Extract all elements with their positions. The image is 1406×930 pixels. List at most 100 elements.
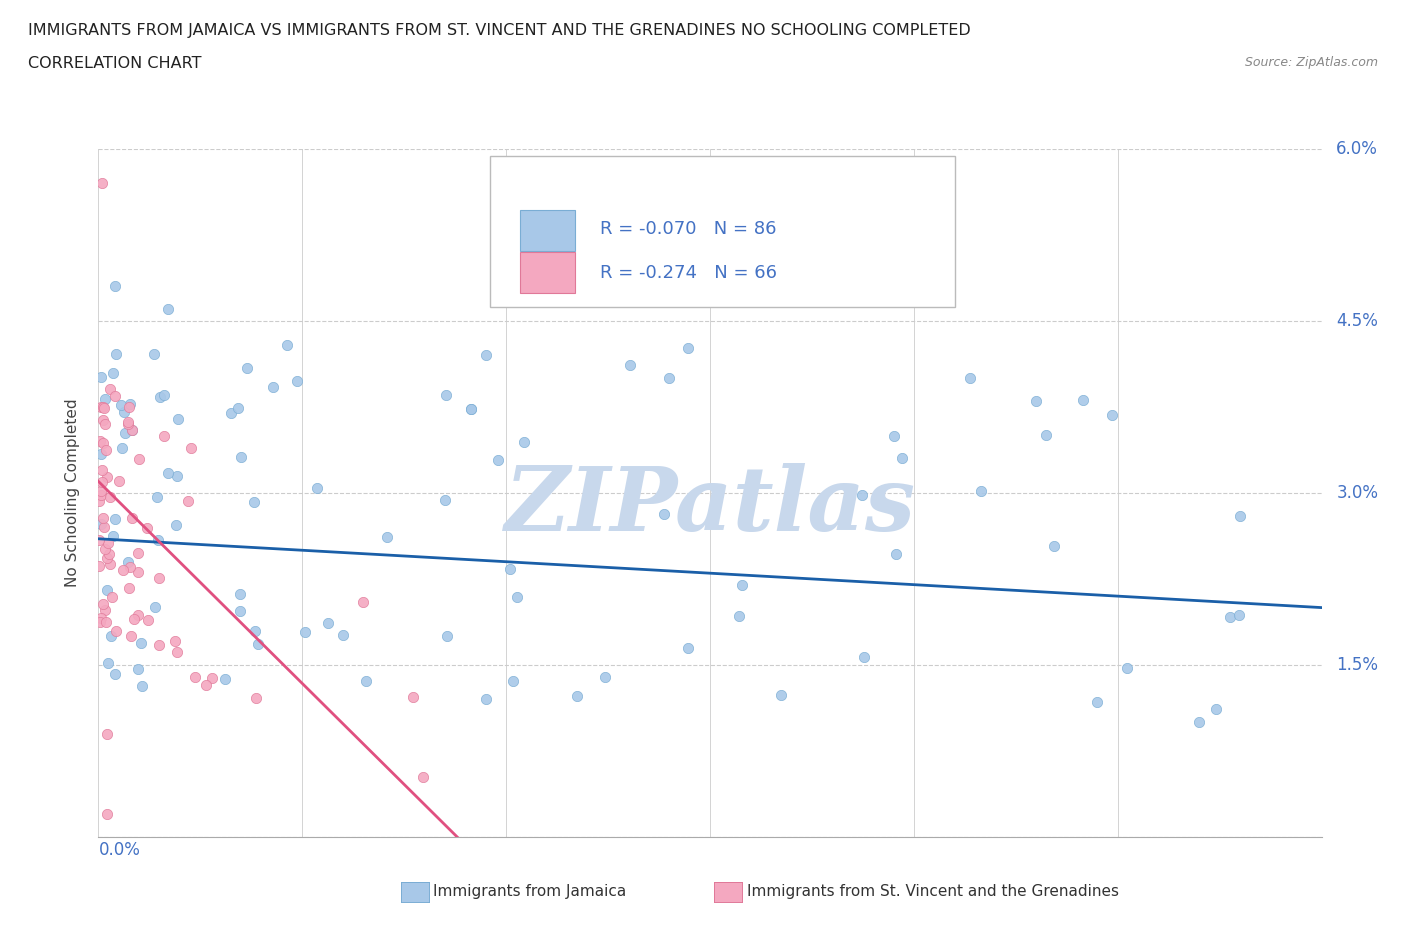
- Point: [96, 615, 118, 630]
- Point: [1025, 393, 1047, 408]
- Point: [148, 570, 170, 585]
- Point: [727, 609, 749, 624]
- Point: [108, 473, 131, 488]
- Point: [658, 371, 681, 386]
- Point: [117, 417, 139, 432]
- Point: [94, 392, 117, 406]
- Point: [105, 623, 128, 638]
- Point: [118, 399, 141, 414]
- Point: [316, 616, 339, 631]
- Text: 1.5%: 1.5%: [1336, 656, 1378, 674]
- Point: [104, 347, 127, 362]
- Point: [486, 453, 509, 468]
- Point: [180, 441, 202, 456]
- Point: [91, 462, 114, 477]
- Point: [565, 688, 588, 703]
- Point: [94, 417, 117, 432]
- Point: [502, 674, 524, 689]
- Point: [149, 390, 172, 405]
- Point: [91, 412, 114, 427]
- Point: [104, 512, 127, 526]
- Point: [246, 637, 269, 652]
- Text: IMMIGRANTS FROM JAMAICA VS IMMIGRANTS FROM ST. VINCENT AND THE GRENADINES NO SCH: IMMIGRANTS FROM JAMAICA VS IMMIGRANTS FR…: [28, 23, 972, 38]
- Point: [89, 532, 111, 547]
- FancyBboxPatch shape: [489, 155, 955, 307]
- Point: [619, 358, 641, 373]
- Point: [90, 517, 112, 532]
- Point: [884, 547, 907, 562]
- Point: [120, 396, 142, 411]
- Point: [853, 650, 876, 665]
- Point: [352, 594, 374, 609]
- Point: [121, 422, 143, 437]
- Point: [98, 489, 121, 504]
- Point: [243, 624, 266, 639]
- Point: [90, 474, 112, 489]
- Point: [194, 678, 217, 693]
- Point: [332, 628, 354, 643]
- Point: [1229, 509, 1251, 524]
- Point: [127, 565, 149, 579]
- Point: [433, 493, 456, 508]
- Point: [412, 770, 434, 785]
- Point: [127, 607, 149, 622]
- Text: 4.5%: 4.5%: [1336, 312, 1378, 330]
- Point: [165, 633, 187, 648]
- Point: [101, 365, 124, 380]
- Text: 6.0%: 6.0%: [1336, 140, 1378, 158]
- Point: [91, 511, 114, 525]
- Point: [153, 429, 176, 444]
- Point: [243, 495, 266, 510]
- Point: [114, 426, 136, 441]
- Point: [177, 494, 200, 509]
- Point: [166, 644, 188, 659]
- Point: [1101, 408, 1123, 423]
- Text: Immigrants from Jamaica: Immigrants from Jamaica: [433, 884, 626, 899]
- Point: [474, 692, 498, 707]
- Point: [96, 470, 118, 485]
- Point: [460, 402, 482, 417]
- Point: [513, 434, 536, 449]
- Point: [104, 667, 127, 682]
- Point: [90, 610, 112, 625]
- Point: [128, 452, 150, 467]
- Point: [118, 580, 141, 595]
- Point: [460, 402, 482, 417]
- Point: [1043, 538, 1066, 553]
- Point: [769, 687, 792, 702]
- Point: [135, 521, 157, 536]
- Point: [229, 449, 252, 464]
- Text: 0.0%: 0.0%: [98, 841, 141, 859]
- Point: [436, 629, 458, 644]
- Point: [117, 414, 139, 429]
- Point: [142, 347, 165, 362]
- Point: [505, 590, 527, 604]
- Point: [90, 487, 112, 502]
- Point: [129, 636, 152, 651]
- Point: [1035, 428, 1057, 443]
- Point: [145, 489, 167, 504]
- Point: [229, 586, 252, 601]
- Point: [90, 483, 112, 498]
- Point: [434, 388, 457, 403]
- Point: [97, 547, 120, 562]
- Point: [89, 434, 111, 449]
- Point: [226, 400, 249, 415]
- Point: [131, 679, 153, 694]
- Point: [166, 412, 188, 427]
- Point: [165, 517, 187, 532]
- Point: [98, 381, 121, 396]
- Point: [851, 487, 873, 502]
- Point: [1219, 609, 1241, 624]
- Point: [402, 689, 425, 704]
- Point: [152, 388, 174, 403]
- Point: [166, 469, 188, 484]
- Point: [90, 399, 112, 414]
- Point: [93, 401, 115, 416]
- Point: [121, 422, 143, 437]
- Point: [93, 520, 115, 535]
- Point: [593, 670, 616, 684]
- Point: [285, 373, 308, 388]
- Point: [104, 389, 127, 404]
- Point: [104, 279, 127, 294]
